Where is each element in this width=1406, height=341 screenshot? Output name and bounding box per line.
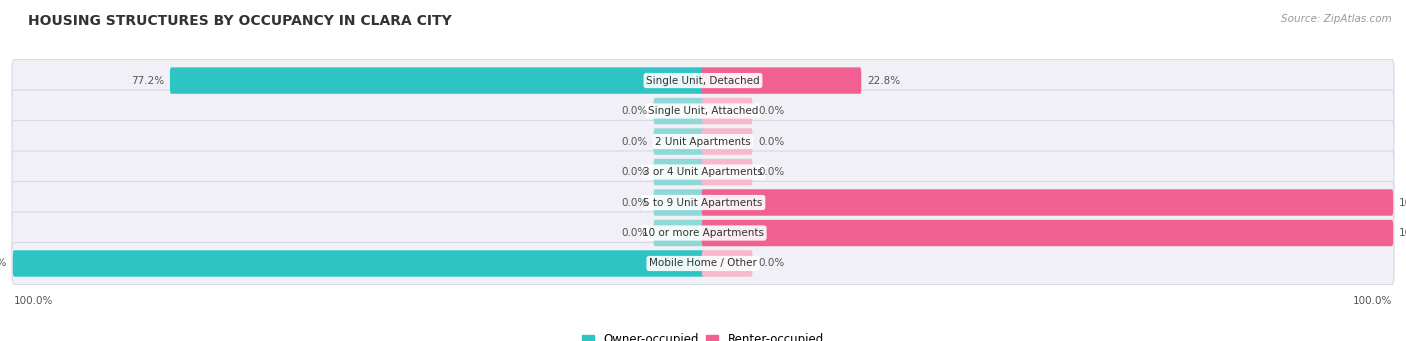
Text: 0.0%: 0.0% bbox=[758, 258, 785, 268]
FancyBboxPatch shape bbox=[13, 181, 1393, 224]
Text: 0.0%: 0.0% bbox=[621, 106, 648, 116]
FancyBboxPatch shape bbox=[13, 151, 1393, 193]
FancyBboxPatch shape bbox=[170, 67, 704, 94]
Text: 100.0%: 100.0% bbox=[1399, 197, 1406, 208]
Text: 100.0%: 100.0% bbox=[1399, 228, 1406, 238]
FancyBboxPatch shape bbox=[13, 60, 1393, 102]
Text: 0.0%: 0.0% bbox=[621, 136, 648, 147]
FancyBboxPatch shape bbox=[654, 98, 704, 124]
FancyBboxPatch shape bbox=[13, 250, 704, 277]
Text: Single Unit, Attached: Single Unit, Attached bbox=[648, 106, 758, 116]
Text: 77.2%: 77.2% bbox=[131, 76, 165, 86]
Text: 2 Unit Apartments: 2 Unit Apartments bbox=[655, 136, 751, 147]
Text: 0.0%: 0.0% bbox=[758, 167, 785, 177]
FancyBboxPatch shape bbox=[13, 120, 1393, 163]
Text: 0.0%: 0.0% bbox=[621, 228, 648, 238]
FancyBboxPatch shape bbox=[13, 212, 1393, 254]
FancyBboxPatch shape bbox=[702, 67, 862, 94]
Text: Mobile Home / Other: Mobile Home / Other bbox=[650, 258, 756, 268]
Legend: Owner-occupied, Renter-occupied: Owner-occupied, Renter-occupied bbox=[578, 329, 828, 341]
Text: Source: ZipAtlas.com: Source: ZipAtlas.com bbox=[1281, 14, 1392, 24]
Text: 0.0%: 0.0% bbox=[621, 197, 648, 208]
FancyBboxPatch shape bbox=[702, 98, 752, 124]
FancyBboxPatch shape bbox=[702, 250, 752, 277]
Text: 10 or more Apartments: 10 or more Apartments bbox=[643, 228, 763, 238]
FancyBboxPatch shape bbox=[654, 189, 704, 216]
Text: 0.0%: 0.0% bbox=[758, 106, 785, 116]
FancyBboxPatch shape bbox=[702, 128, 752, 155]
FancyBboxPatch shape bbox=[654, 159, 704, 185]
Text: 5 to 9 Unit Apartments: 5 to 9 Unit Apartments bbox=[644, 197, 762, 208]
FancyBboxPatch shape bbox=[13, 90, 1393, 132]
FancyBboxPatch shape bbox=[702, 189, 1393, 216]
FancyBboxPatch shape bbox=[702, 220, 1393, 246]
Text: 22.8%: 22.8% bbox=[868, 76, 900, 86]
Text: HOUSING STRUCTURES BY OCCUPANCY IN CLARA CITY: HOUSING STRUCTURES BY OCCUPANCY IN CLARA… bbox=[28, 14, 451, 28]
Text: 3 or 4 Unit Apartments: 3 or 4 Unit Apartments bbox=[643, 167, 763, 177]
FancyBboxPatch shape bbox=[654, 128, 704, 155]
Text: 100.0%: 100.0% bbox=[14, 296, 53, 306]
Text: 0.0%: 0.0% bbox=[621, 167, 648, 177]
FancyBboxPatch shape bbox=[654, 220, 704, 246]
FancyBboxPatch shape bbox=[702, 159, 752, 185]
Text: 0.0%: 0.0% bbox=[758, 136, 785, 147]
FancyBboxPatch shape bbox=[13, 242, 1393, 284]
Text: 100.0%: 100.0% bbox=[0, 258, 7, 268]
Text: Single Unit, Detached: Single Unit, Detached bbox=[647, 76, 759, 86]
Text: 100.0%: 100.0% bbox=[1353, 296, 1392, 306]
